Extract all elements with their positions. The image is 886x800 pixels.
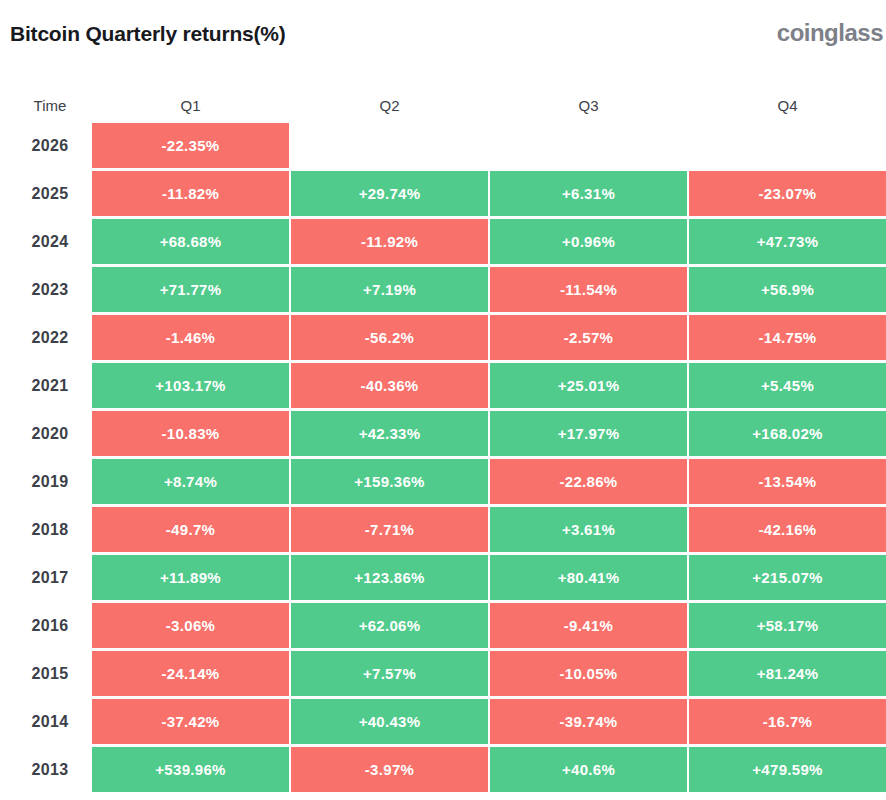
return-cell-2013-q2: -3.97% <box>291 747 488 792</box>
quarterly-returns-table: TimeQ1Q2Q3Q4 2026-22.35%2025-11.82%+29.74… <box>10 90 886 792</box>
return-cell-2025-q2: +29.74% <box>291 171 488 216</box>
return-cell-2024-q1: +68.68% <box>92 219 289 264</box>
return-cell-2019-q4: -13.54% <box>689 459 886 504</box>
return-cell-2018-q4: -42.16% <box>689 507 886 552</box>
return-cell-2022-q2: -56.2% <box>291 315 488 360</box>
return-cell-2014-q4: -16.7% <box>689 699 886 744</box>
return-cell-2015-q3: -10.05% <box>490 651 687 696</box>
year-label-2025: 2025 <box>10 171 90 216</box>
return-cell-2024-q3: +0.96% <box>490 219 687 264</box>
return-cell-2013-q4: +479.59% <box>689 747 886 792</box>
return-cell-2025-q1: -11.82% <box>92 171 289 216</box>
return-cell-2020-q4: +168.02% <box>689 411 886 456</box>
return-cell-2014-q2: +40.43% <box>291 699 488 744</box>
year-label-2014: 2014 <box>10 699 90 744</box>
return-cell-2023-q1: +71.77% <box>92 267 289 312</box>
column-header-q1: Q1 <box>92 90 289 120</box>
year-label-2024: 2024 <box>10 219 90 264</box>
return-cell-2020-q2: +42.33% <box>291 411 488 456</box>
return-cell-2021-q1: +103.17% <box>92 363 289 408</box>
return-cell-2019-q2: +159.36% <box>291 459 488 504</box>
year-label-2013: 2013 <box>10 747 90 792</box>
year-label-2017: 2017 <box>10 555 90 600</box>
year-label-2026: 2026 <box>10 123 90 168</box>
return-cell-2025-q3: +6.31% <box>490 171 687 216</box>
coinglass-logo: coinglass <box>777 19 883 47</box>
year-label-2020: 2020 <box>10 411 90 456</box>
return-cell-2020-q3: +17.97% <box>490 411 687 456</box>
column-header-q3: Q3 <box>490 90 687 120</box>
year-label-2015: 2015 <box>10 651 90 696</box>
return-cell-2015-q2: +7.57% <box>291 651 488 696</box>
return-cell-2023-q2: +7.19% <box>291 267 488 312</box>
year-label-2016: 2016 <box>10 603 90 648</box>
return-cell-2022-q3: -2.57% <box>490 315 687 360</box>
return-cell-2018-q3: +3.61% <box>490 507 687 552</box>
page-header: Bitcoin Quarterly returns(%) coinglass <box>0 0 886 64</box>
return-cell-2022-q1: -1.46% <box>92 315 289 360</box>
column-header-q2: Q2 <box>291 90 488 120</box>
bitcoin-quarterly-returns-page: Bitcoin Quarterly returns(%) coinglass T… <box>0 0 886 800</box>
year-label-2023: 2023 <box>10 267 90 312</box>
return-cell-2020-q1: -10.83% <box>92 411 289 456</box>
return-cell-2015-q4: +81.24% <box>689 651 886 696</box>
return-cell-2026-q1: -22.35% <box>92 123 289 168</box>
return-cell-2019-q3: -22.86% <box>490 459 687 504</box>
year-label-2021: 2021 <box>10 363 90 408</box>
return-cell-2015-q1: -24.14% <box>92 651 289 696</box>
return-cell-2017-q2: +123.86% <box>291 555 488 600</box>
return-cell-2016-q1: -3.06% <box>92 603 289 648</box>
empty-cell-2026-q4 <box>689 123 886 168</box>
return-cell-2016-q2: +62.06% <box>291 603 488 648</box>
return-cell-2021-q2: -40.36% <box>291 363 488 408</box>
year-label-2022: 2022 <box>10 315 90 360</box>
year-label-2018: 2018 <box>10 507 90 552</box>
return-cell-2025-q4: -23.07% <box>689 171 886 216</box>
empty-cell-2026-q3 <box>490 123 687 168</box>
return-cell-2021-q3: +25.01% <box>490 363 687 408</box>
return-cell-2013-q1: +539.96% <box>92 747 289 792</box>
column-header-q4: Q4 <box>689 90 886 120</box>
return-cell-2021-q4: +5.45% <box>689 363 886 408</box>
return-cell-2016-q3: -9.41% <box>490 603 687 648</box>
return-cell-2018-q1: -49.7% <box>92 507 289 552</box>
empty-cell-2026-q2 <box>291 123 488 168</box>
return-cell-2017-q4: +215.07% <box>689 555 886 600</box>
column-header-time: Time <box>10 90 90 120</box>
return-cell-2019-q1: +8.74% <box>92 459 289 504</box>
page-title: Bitcoin Quarterly returns(%) <box>10 22 286 46</box>
return-cell-2023-q3: -11.54% <box>490 267 687 312</box>
return-cell-2022-q4: -14.75% <box>689 315 886 360</box>
return-cell-2016-q4: +58.17% <box>689 603 886 648</box>
return-cell-2014-q3: -39.74% <box>490 699 687 744</box>
return-cell-2013-q3: +40.6% <box>490 747 687 792</box>
return-cell-2023-q4: +56.9% <box>689 267 886 312</box>
return-cell-2018-q2: -7.71% <box>291 507 488 552</box>
return-cell-2017-q3: +80.41% <box>490 555 687 600</box>
year-label-2019: 2019 <box>10 459 90 504</box>
return-cell-2014-q1: -37.42% <box>92 699 289 744</box>
return-cell-2024-q2: -11.92% <box>291 219 488 264</box>
return-cell-2024-q4: +47.73% <box>689 219 886 264</box>
return-cell-2017-q1: +11.89% <box>92 555 289 600</box>
